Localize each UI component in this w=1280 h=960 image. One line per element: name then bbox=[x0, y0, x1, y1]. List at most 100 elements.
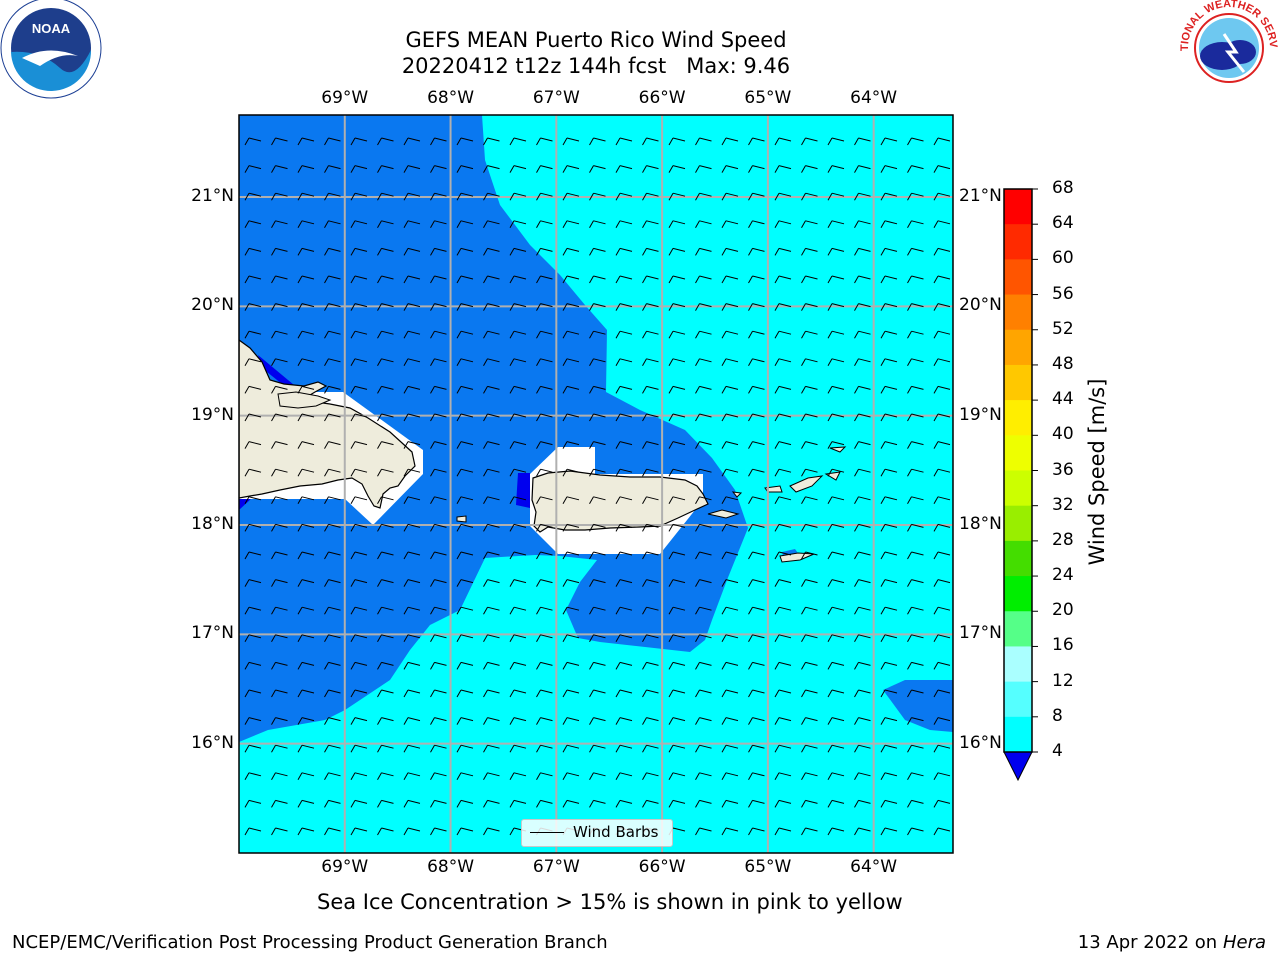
latitude-label: 17°N bbox=[959, 623, 1002, 644]
wind-barb bbox=[827, 275, 845, 284]
wind-barb bbox=[244, 247, 262, 256]
wind-barb bbox=[536, 661, 553, 670]
wind-barb bbox=[350, 358, 368, 367]
wind-barb bbox=[562, 579, 580, 587]
wind-barb bbox=[880, 468, 898, 477]
colorbar-segment bbox=[1004, 716, 1032, 753]
wind-barb bbox=[827, 303, 845, 311]
wind-barb bbox=[642, 523, 659, 532]
wind-barb bbox=[483, 385, 500, 394]
wind-barb bbox=[721, 441, 739, 449]
wind-barb bbox=[695, 772, 712, 781]
wind-barb bbox=[854, 165, 871, 173]
wind-barb bbox=[668, 551, 686, 560]
longitude-label: 65°W bbox=[744, 857, 792, 877]
wind-barb bbox=[536, 275, 553, 284]
wind-barb bbox=[456, 689, 474, 698]
wind-barb bbox=[589, 551, 606, 560]
wind-barb bbox=[854, 358, 871, 367]
wind-barb bbox=[748, 496, 765, 505]
wind-barb bbox=[615, 468, 633, 477]
wind-barb bbox=[350, 799, 368, 808]
wind-barb bbox=[933, 303, 951, 311]
wind-barb bbox=[350, 192, 368, 201]
wind-barb bbox=[748, 827, 765, 836]
wind-barb bbox=[271, 137, 288, 146]
colorbar-segment bbox=[1004, 400, 1032, 436]
wind-barb bbox=[827, 441, 845, 449]
wind-barb bbox=[509, 275, 527, 284]
wind-barb bbox=[377, 165, 394, 173]
wind-barb bbox=[324, 330, 341, 339]
wind-barb bbox=[244, 192, 262, 201]
wind-barb bbox=[377, 551, 394, 560]
wind-barb bbox=[244, 441, 262, 449]
wind-barb bbox=[562, 192, 580, 201]
wind-barb bbox=[324, 661, 341, 670]
wind-barb bbox=[430, 827, 447, 836]
wind-barb bbox=[748, 799, 765, 808]
wind-barb bbox=[509, 358, 527, 367]
wind-barb bbox=[430, 689, 447, 698]
wind-barb bbox=[271, 744, 288, 753]
wind-barb bbox=[271, 661, 288, 670]
wind-barb bbox=[456, 496, 474, 505]
wind-barb bbox=[562, 799, 580, 808]
wind-barb bbox=[297, 275, 315, 284]
wind-barb bbox=[562, 551, 580, 560]
wind-barb bbox=[854, 247, 871, 256]
wind-barb bbox=[854, 634, 871, 643]
wind-barb bbox=[589, 358, 606, 367]
wind-barb bbox=[589, 496, 606, 505]
wind-barb bbox=[933, 717, 951, 725]
wind-barb bbox=[324, 303, 341, 311]
colorbar-segment bbox=[1004, 364, 1032, 401]
wind-barb bbox=[297, 551, 315, 560]
wind-barb bbox=[509, 799, 527, 808]
wind-barb bbox=[827, 330, 845, 339]
wind-barb bbox=[933, 579, 951, 587]
wind-barb bbox=[350, 717, 368, 725]
wind-barb bbox=[403, 192, 421, 201]
longitude-label: 68°W bbox=[427, 857, 475, 877]
wind-barb bbox=[456, 717, 474, 725]
wind-barb bbox=[668, 330, 686, 339]
wind-barb bbox=[403, 330, 421, 339]
wind-barb bbox=[324, 441, 341, 449]
wind-barb bbox=[827, 606, 845, 615]
land-desecheo bbox=[731, 491, 743, 498]
wind-barb bbox=[668, 165, 686, 173]
wind-barb bbox=[377, 606, 394, 615]
wind-barb bbox=[642, 192, 659, 201]
wind-barb bbox=[509, 579, 527, 587]
wind-barb bbox=[642, 220, 659, 229]
wind-barb bbox=[907, 192, 924, 201]
wind-barb bbox=[509, 523, 527, 532]
colorbar-tick-label: 28 bbox=[1052, 529, 1074, 550]
wind-barb bbox=[801, 744, 818, 753]
wind-barb bbox=[297, 772, 315, 781]
wind-barb bbox=[933, 772, 951, 781]
colorbar-tick-label: 24 bbox=[1052, 565, 1074, 586]
wind-barb bbox=[350, 523, 368, 532]
wind-barb bbox=[880, 551, 898, 560]
wind-barb bbox=[562, 385, 580, 394]
colorbar-segment bbox=[1004, 329, 1032, 366]
wind-barb bbox=[403, 441, 421, 449]
wind-barb bbox=[774, 247, 792, 256]
wind-barb bbox=[244, 330, 262, 339]
colorbar-segment bbox=[1004, 611, 1032, 647]
wind-barb bbox=[668, 689, 686, 698]
wind-barb bbox=[297, 330, 315, 339]
wind-barb bbox=[668, 606, 686, 615]
wind-barb bbox=[721, 468, 739, 477]
wind-barb bbox=[721, 358, 739, 367]
wind-barb bbox=[933, 606, 951, 615]
wind-barb bbox=[827, 358, 845, 367]
wind-barb bbox=[430, 275, 447, 284]
wind-barb bbox=[324, 496, 341, 505]
map-area bbox=[239, 115, 953, 853]
wind-barb bbox=[509, 689, 527, 698]
wind-barb bbox=[377, 441, 394, 449]
wind-barb bbox=[324, 358, 341, 367]
